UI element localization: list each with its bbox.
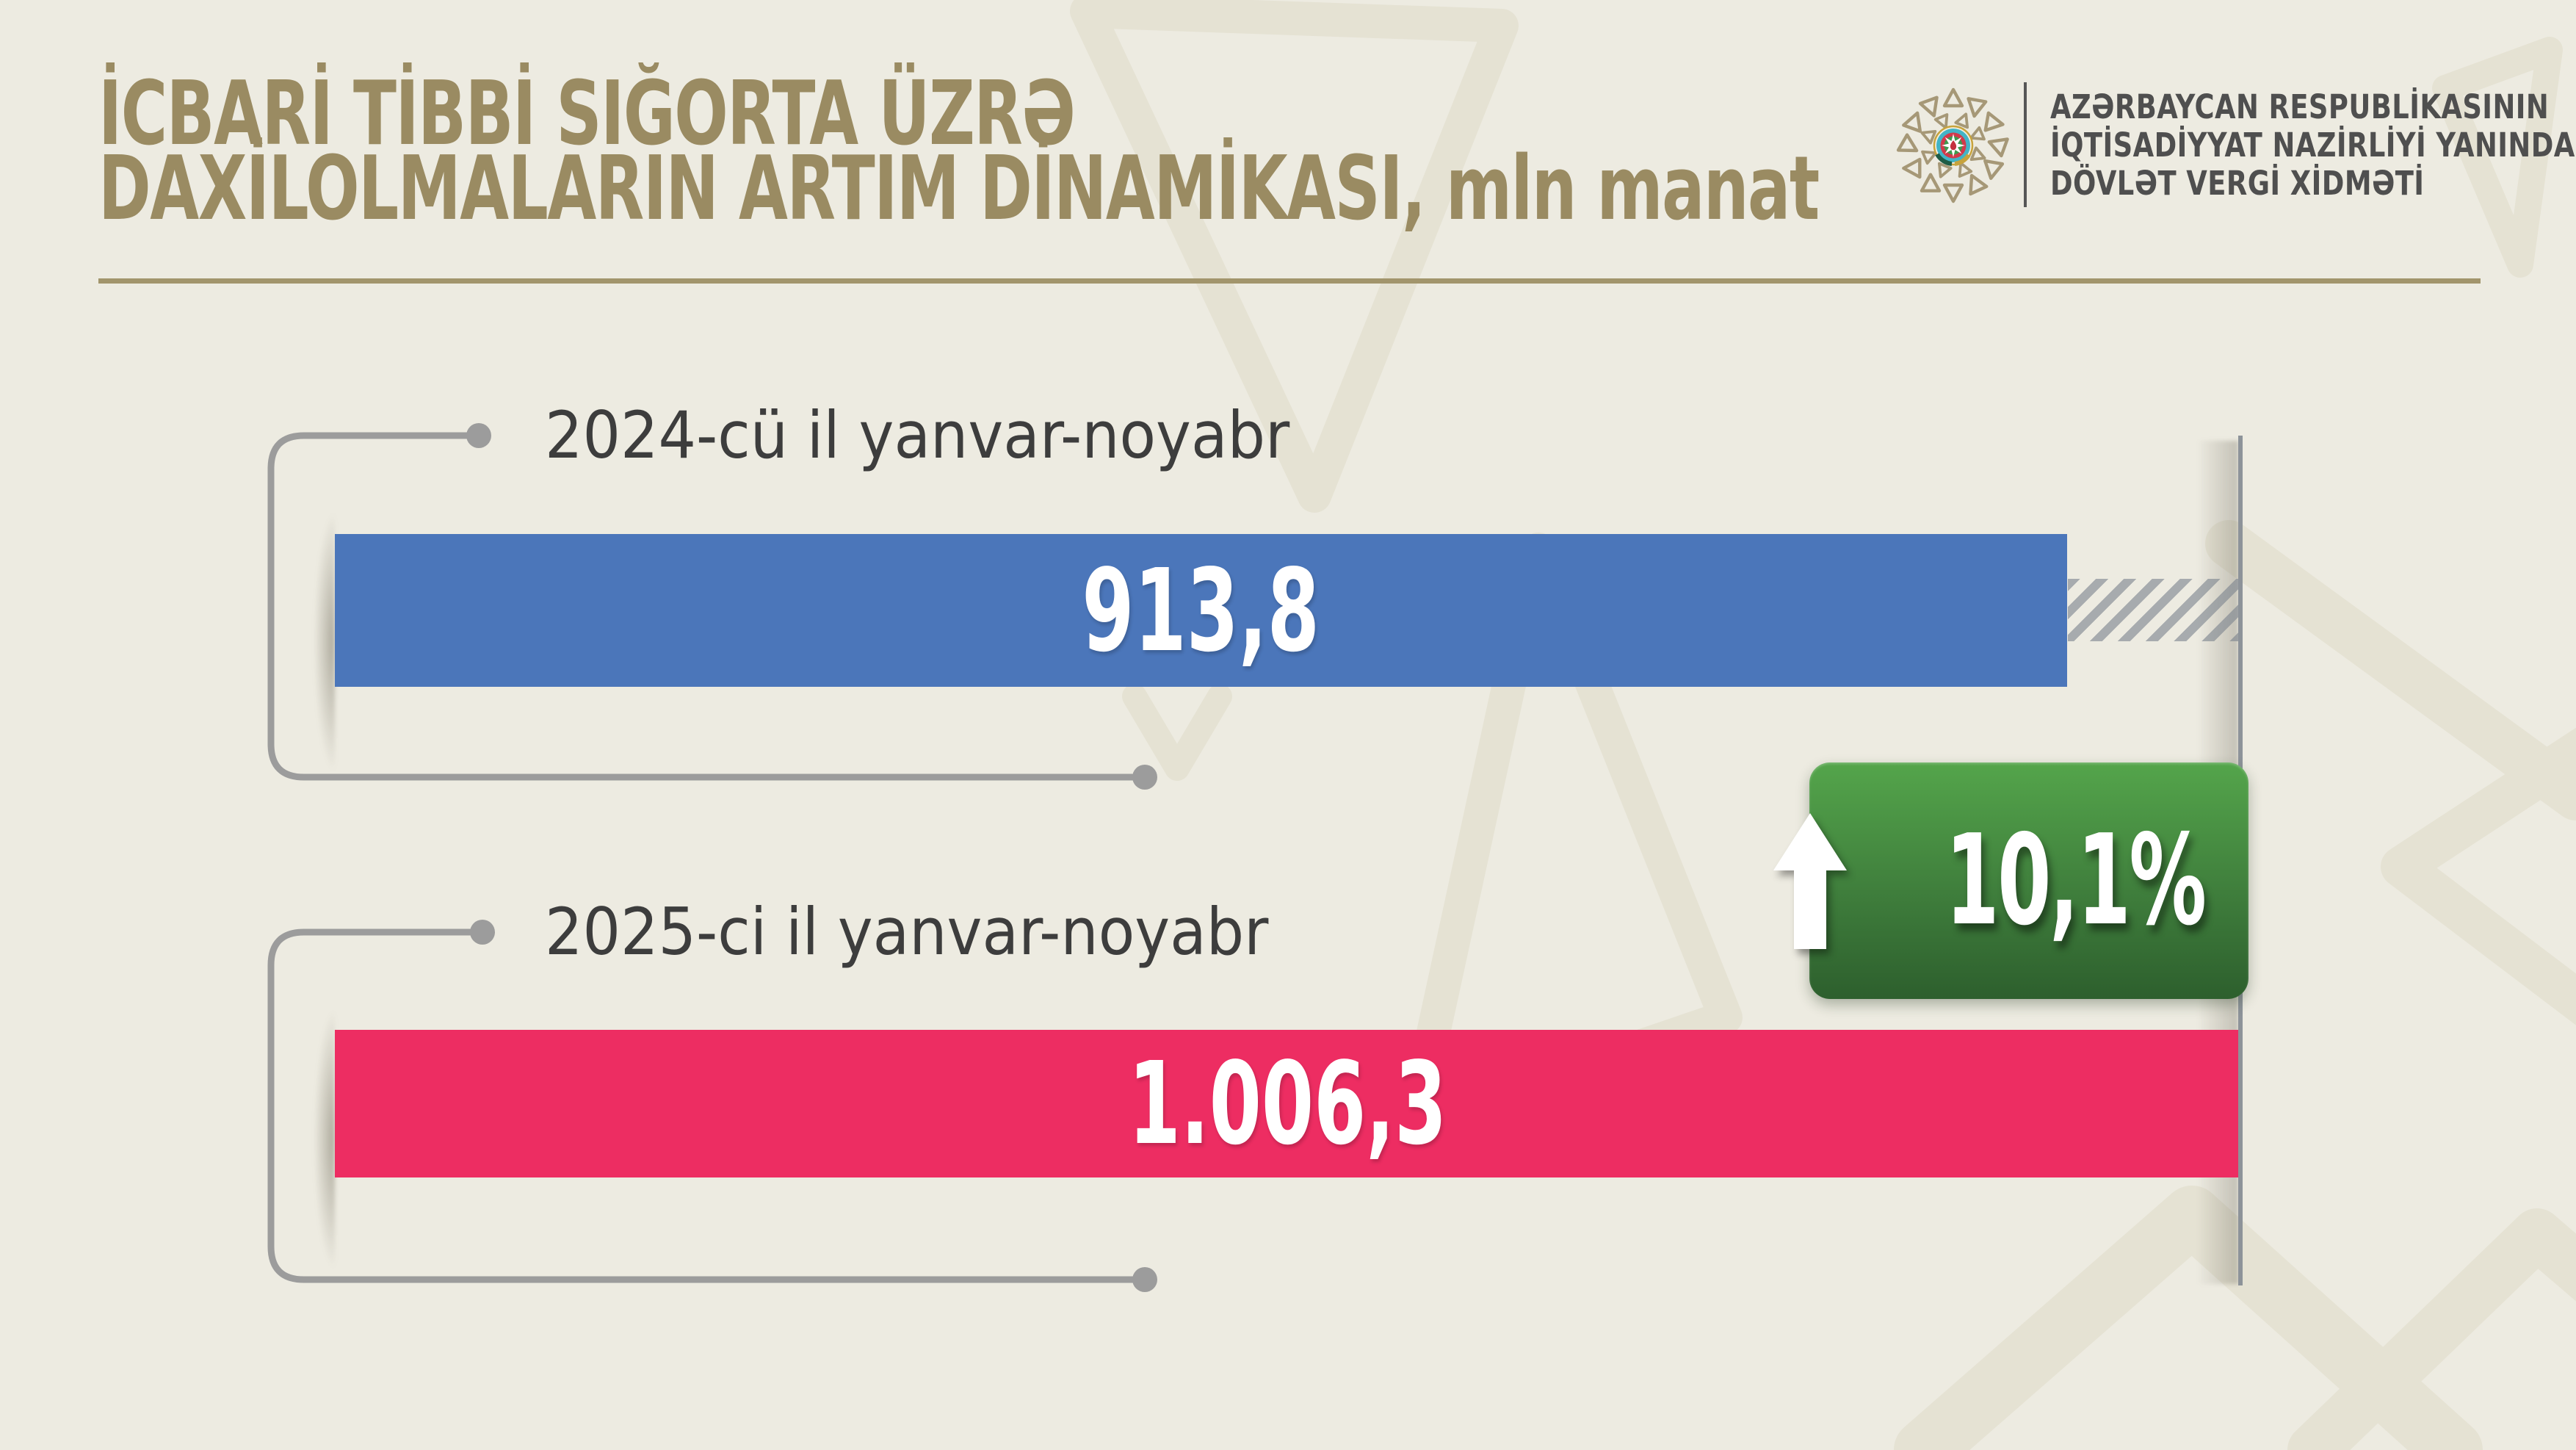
category-label-2025: 2025-ci il yanvar-noyabr bbox=[545, 899, 1331, 965]
category-label-2025-text: 2025-ci il yanvar-noyabr bbox=[545, 894, 1269, 970]
logo-divider bbox=[2024, 82, 2027, 207]
title-underline-rule bbox=[98, 278, 2481, 284]
page-title-line2: DAXİLOLMALARIN ARTIM DİNAMİKASI, mln man… bbox=[98, 138, 2488, 240]
growth-gap-hatch bbox=[2068, 579, 2240, 641]
bar-2024-left-shadow bbox=[288, 454, 335, 830]
bar-2025-value: 1.006,3 bbox=[1129, 1037, 1447, 1170]
bracket-2024 bbox=[267, 432, 1145, 781]
bracket-2025 bbox=[267, 928, 1145, 1283]
bar-2024-value: 913,8 bbox=[1082, 544, 1320, 677]
org-line2: İQTİSADİYYAT NAZİRLİYİ YANINDA bbox=[2050, 126, 2575, 165]
organization-name: AZƏRBAYCAN RESPUBLİKASININ İQTİSADİYYAT … bbox=[2050, 88, 2576, 203]
dot-2025-label bbox=[470, 920, 495, 945]
dot-2024-end bbox=[1132, 765, 1157, 790]
bar-2024: 913,8 bbox=[335, 534, 2067, 687]
state-tax-service-emblem-icon bbox=[1889, 81, 2018, 210]
page-title-line1: İCBARİ TİBBİ SIĞORTA ÜZRƏ bbox=[98, 63, 1454, 165]
dot-2024-label bbox=[466, 423, 491, 448]
category-label-2024: 2024-cü il yanvar-noyabr bbox=[545, 403, 1354, 469]
page-title-text1: İCBARİ TİBBİ SIĞORTA ÜZRƏ bbox=[98, 63, 1076, 165]
dot-2025-end bbox=[1132, 1267, 1157, 1292]
bar-2025: 1.006,3 bbox=[335, 1030, 2241, 1177]
up-arrow-icon bbox=[1773, 812, 1848, 949]
growth-badge-value: 10,1% bbox=[1945, 808, 2207, 953]
page-title-text2: DAXİLOLMALARIN ARTIM DİNAMİKASI, mln man… bbox=[98, 138, 1820, 240]
growth-badge: 10,1% bbox=[1773, 762, 2248, 999]
bar-2025-left-shadow bbox=[288, 951, 335, 1327]
org-line1: AZƏRBAYCAN RESPUBLİKASININ bbox=[2050, 87, 2550, 126]
org-line3: DÖVLƏT VERGİ XİDMƏTİ bbox=[2050, 164, 2425, 203]
category-label-2024-text: 2024-cü il yanvar-noyabr bbox=[545, 397, 1290, 473]
